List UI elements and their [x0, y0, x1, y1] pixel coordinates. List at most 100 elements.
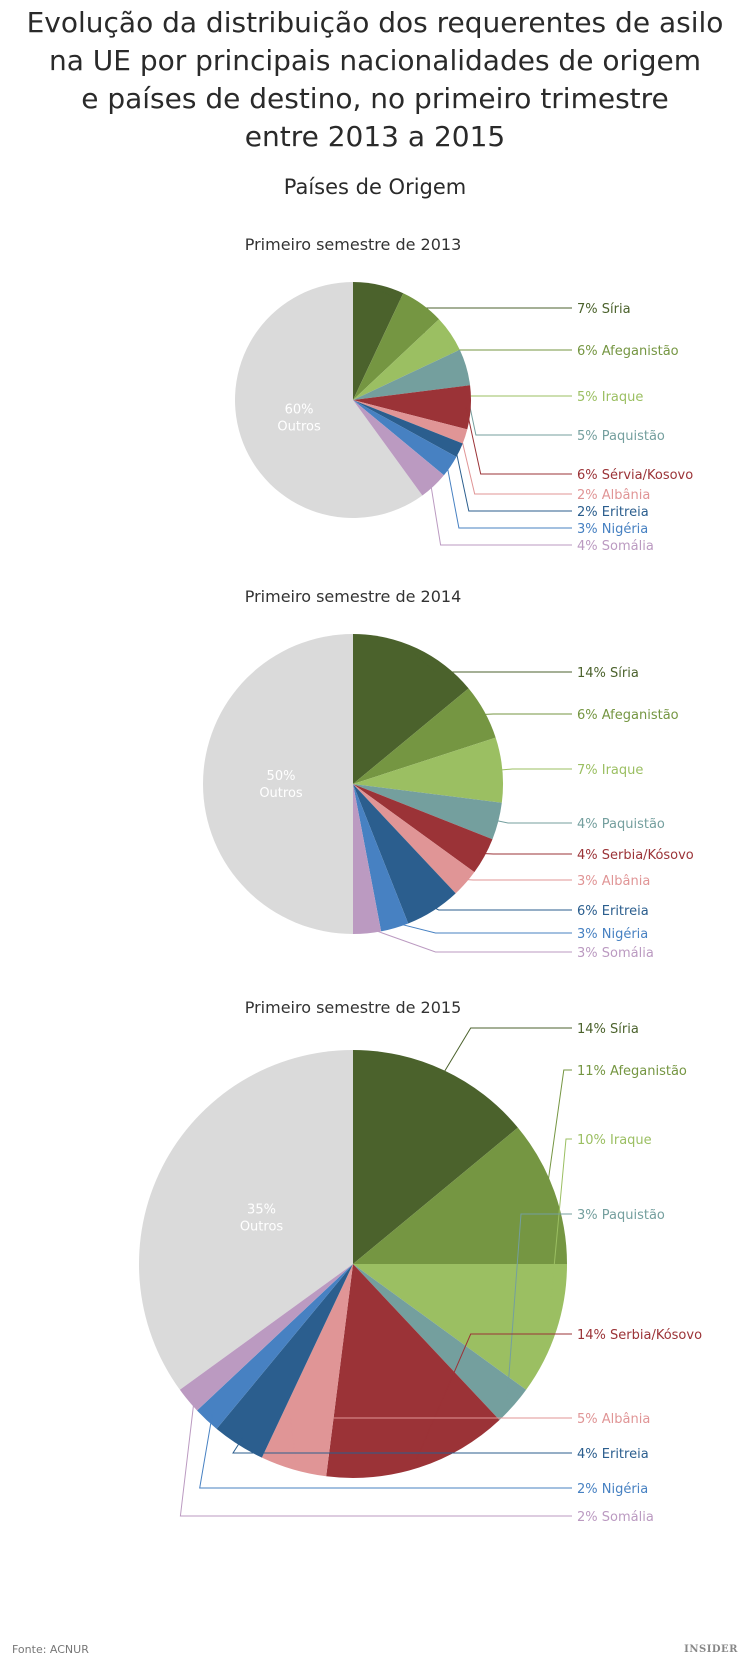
slice-iraque: [353, 1264, 567, 1390]
slice-label: 4% Serbia/Kósovo: [577, 848, 694, 863]
slice-afeganisto: [353, 688, 496, 784]
leader-line: [547, 1138, 572, 1328]
slice-srviakosovo: [353, 784, 493, 873]
slice-label: 11% Afeganistão: [577, 1064, 687, 1079]
leader-line: [479, 852, 572, 855]
brand-logo: INSIDER: [684, 1644, 738, 1655]
pie-chart-title: Primeiro semestre de 2015: [245, 998, 462, 1017]
slice-label: 5% Albânia: [577, 1412, 650, 1427]
slice-label: 2% Somália: [577, 1510, 654, 1525]
slice-afeganisto: [353, 1127, 567, 1264]
slice-srviakosovo: [353, 385, 471, 430]
slice-label: 6% Afeganistão: [577, 344, 679, 359]
slice-label: 3% Nigéria: [577, 927, 648, 942]
slice-label: 5% Paquistão: [577, 429, 665, 444]
leader-line: [455, 448, 572, 512]
outros-value-label: 60%: [285, 403, 314, 418]
slice-label: 14% Síria: [577, 666, 639, 681]
slice-afeganisto: [353, 293, 440, 400]
pie-chart-2: Primeiro semestre de 2014 14% Síria 6% Afe…: [203, 587, 694, 961]
slice-label: 6% Afeganistão: [577, 708, 679, 723]
slice-label: 3% Somália: [577, 946, 654, 961]
leader-line: [366, 926, 572, 953]
slice-sria: [353, 1050, 518, 1264]
slice-outros: [203, 634, 353, 934]
outros-value-label: 50%: [267, 769, 296, 784]
slice-label: 3% Albânia: [577, 874, 650, 889]
slice-label: 7% Iraque: [577, 763, 643, 778]
slice-albnia: [261, 1264, 353, 1477]
leader-line: [179, 1394, 572, 1517]
title-line: e países de destino, no primeiro trimest…: [81, 82, 669, 115]
slice-label: 3% Nigéria: [577, 522, 648, 537]
slice-iraque: [353, 319, 460, 400]
slice-label: 5% Iraque: [577, 390, 643, 405]
slice-nigria: [197, 1264, 353, 1429]
slice-albnia: [353, 784, 475, 894]
pie-chart-title: Primeiro semestre de 2013: [245, 235, 462, 254]
leader-line: [199, 1413, 572, 1489]
title-line: na UE por principais nacionalidades de o…: [48, 44, 702, 77]
slice-somlia: [353, 784, 382, 934]
chart-title: Evolução da distribuição dos requerentes…: [20, 4, 730, 156]
slice-label: 2% Nigéria: [577, 1482, 648, 1497]
slice-label: 14% Síria: [577, 1022, 639, 1037]
slice-label: 4% Somália: [577, 539, 654, 554]
title-line: Evolução da distribuição dos requerentes…: [26, 6, 724, 39]
slice-label: 4% Eritreia: [577, 1447, 649, 1462]
slice-nigria: [353, 784, 409, 932]
slice-albnia: [353, 400, 468, 444]
slice-eritreia: [216, 1264, 353, 1458]
outros-value-label: 35%: [247, 1202, 276, 1217]
pie-chart-1: Primeiro semestre de 2013 7% Síria 6% Afeg…: [234, 235, 693, 554]
leader-line: [506, 1213, 572, 1400]
slice-outros: [138, 1050, 353, 1390]
leader-line: [496, 768, 572, 771]
slice-eritreia: [353, 784, 456, 924]
slice-label: 4% Paquistão: [577, 817, 665, 832]
slice-somlia: [179, 1264, 353, 1411]
leader-line: [446, 463, 572, 529]
leader-line: [232, 1437, 572, 1454]
slice-label: 3% Paquistão: [577, 1208, 665, 1223]
slice-label: 7% Síria: [577, 302, 631, 317]
pie-chart-title: Primeiro semestre de 2014: [245, 587, 462, 606]
slice-label: 14% Serbia/Kósovo: [577, 1328, 702, 1343]
leader-line: [430, 482, 572, 546]
slice-somlia: [353, 400, 444, 496]
title-line: entre 2013 a 2015: [244, 120, 506, 153]
leader-line: [492, 819, 572, 824]
outros-name-label: Outros: [240, 1219, 284, 1234]
slice-iraque: [353, 737, 504, 803]
leader-line: [289, 1417, 572, 1462]
leader-line: [440, 1027, 572, 1079]
leader-line: [393, 921, 572, 934]
leader-line: [460, 878, 572, 881]
slice-paquisto: [353, 784, 502, 840]
slice-eritreia: [353, 400, 463, 457]
outros-name-label: Outros: [277, 420, 321, 435]
leader-line: [461, 368, 572, 436]
leader-line: [429, 905, 572, 911]
outros-name-label: Outros: [259, 786, 303, 801]
slice-srviakosovo: [326, 1264, 500, 1478]
leader-line: [545, 1069, 572, 1195]
slice-outros: [234, 281, 423, 518]
leader-line: [465, 406, 572, 475]
slice-label: 6% Eritreia: [577, 904, 649, 919]
slice-label: 2% Albânia: [577, 488, 650, 503]
section-subtitle: Países de Origem: [283, 175, 467, 199]
pie-chart-3: Primeiro semestre de 2015 14% Síria 11% Af…: [138, 998, 702, 1525]
slice-paquisto: [353, 349, 471, 400]
slice-label: 2% Eritreia: [577, 505, 649, 520]
slice-sria: [353, 282, 404, 400]
leader-line: [413, 653, 572, 673]
slice-nigria: [353, 400, 457, 476]
slice-paquisto: [353, 1264, 527, 1420]
source-note: Fonte: ACNUR: [12, 1643, 89, 1656]
slice-label: 10% Iraque: [577, 1133, 652, 1148]
leader-line: [479, 713, 572, 716]
leader-line: [460, 434, 572, 495]
slice-label: 6% Sérvia/Kosovo: [577, 468, 693, 483]
